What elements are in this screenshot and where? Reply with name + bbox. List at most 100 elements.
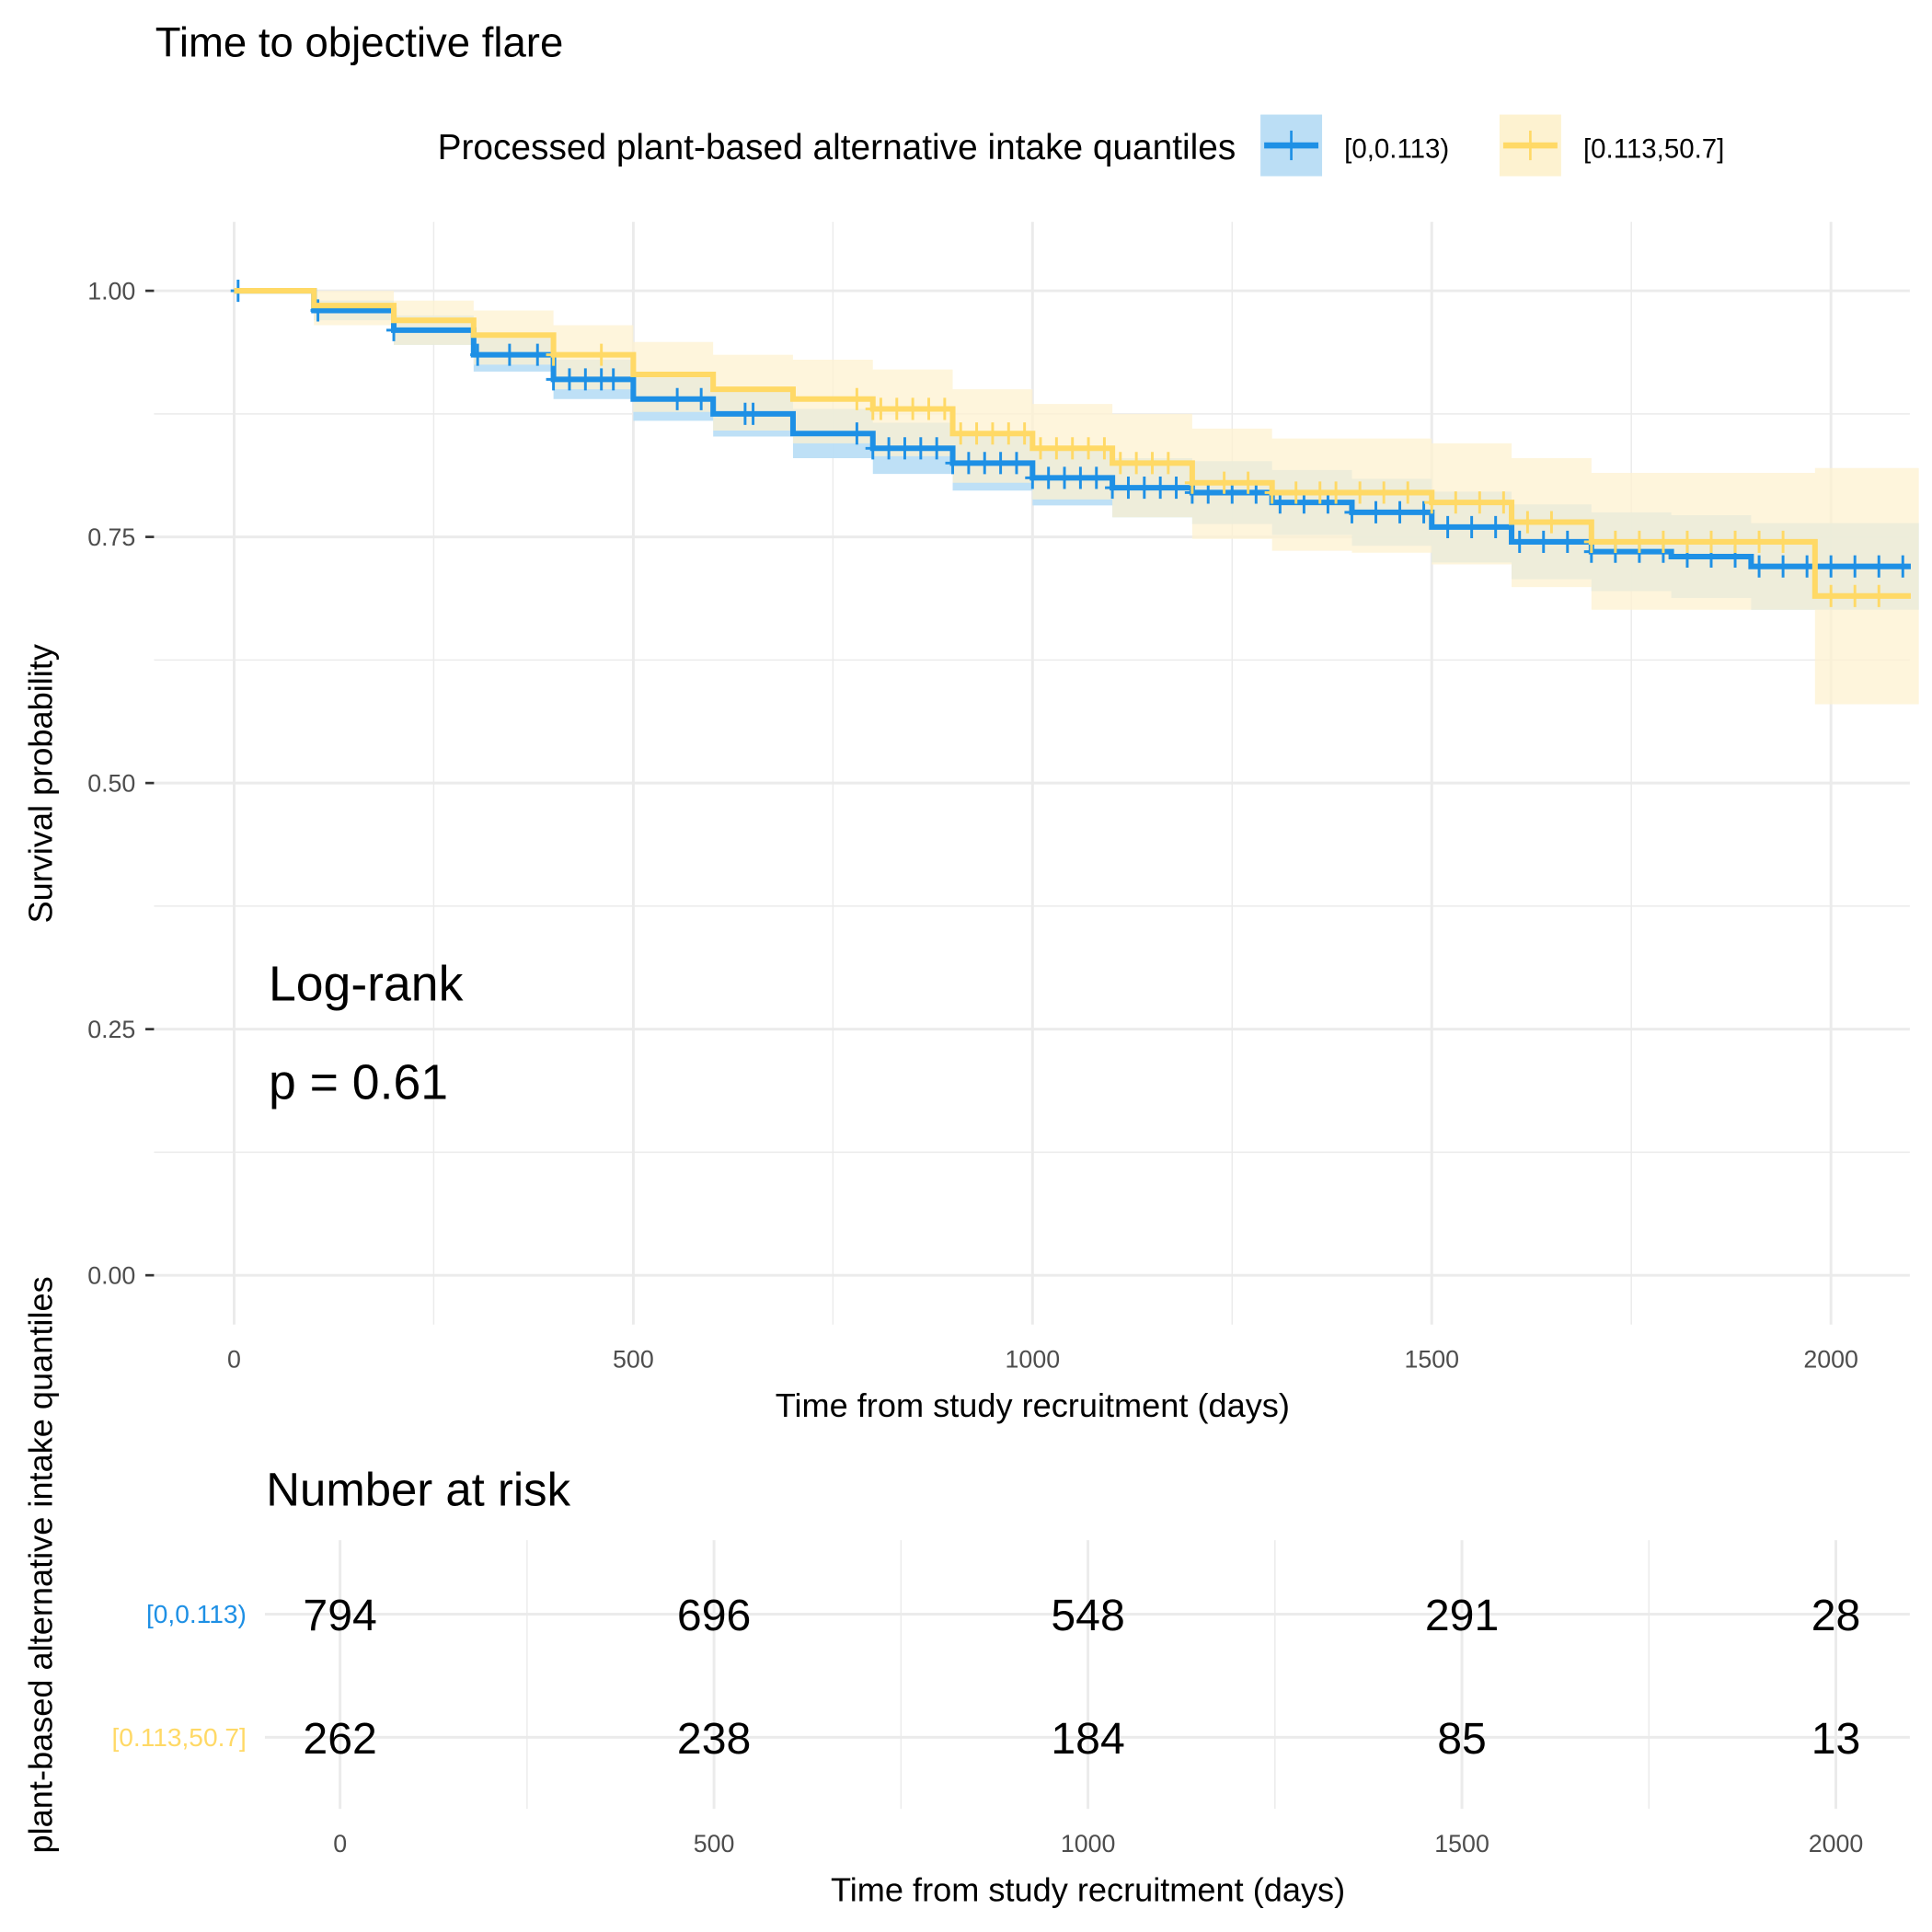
censor-mark: [1105, 477, 1121, 500]
censor-mark: [913, 437, 928, 460]
x-tick-label: 0: [227, 1346, 241, 1374]
censor-mark: [1288, 481, 1304, 504]
censor-mark: [1121, 477, 1136, 500]
censor-mark: [1472, 491, 1488, 514]
censor-mark: [1184, 471, 1200, 494]
censor-mark: [1312, 481, 1328, 504]
risk-y-axis-title: plant-based alternative intake quantiles: [21, 1276, 59, 1853]
risk-count: 291: [1425, 1591, 1499, 1640]
censor-mark: [1895, 555, 1911, 578]
censor-mark: [1847, 555, 1863, 578]
risk-x-tick-label: 1500: [1434, 1830, 1489, 1857]
censor-mark: [1583, 530, 1599, 553]
censor-mark: [530, 343, 546, 366]
censor-mark: [1823, 584, 1839, 607]
risk-x-tick-label: 0: [333, 1830, 347, 1857]
censor-mark: [1512, 530, 1527, 553]
x-tick-label: 2000: [1803, 1346, 1858, 1374]
censor-mark: [993, 452, 1008, 475]
censor-mark: [1488, 515, 1503, 538]
censor-mark: [1655, 530, 1671, 553]
censor-mark: [1017, 422, 1032, 445]
censor-mark: [897, 437, 913, 460]
censor-mark: [1776, 555, 1791, 578]
risk-count: 262: [303, 1714, 376, 1764]
logrank-label: Log-rank: [269, 958, 464, 1012]
p-value: p = 0.61: [269, 1056, 448, 1110]
censor-mark: [984, 422, 1000, 445]
risk-count: 85: [1437, 1714, 1487, 1764]
censor-mark: [1376, 481, 1392, 504]
risk-count: 184: [1051, 1714, 1124, 1764]
censor-mark: [1049, 437, 1064, 460]
risk-count: 548: [1051, 1591, 1124, 1640]
censor-mark: [921, 397, 937, 420]
risk-x-tick-label: 500: [694, 1830, 735, 1857]
x-tick-label: 1500: [1404, 1346, 1459, 1374]
censor-mark: [1727, 530, 1743, 553]
risk-table: [0,0.113) 794 696 548 291 28 [0.113,50.7] 262 23…: [111, 1540, 1910, 1857]
censor-mark: [1607, 530, 1623, 553]
censor-mark: [937, 397, 952, 420]
y-tick-label: 1.00: [87, 277, 135, 305]
censor-mark: [1328, 481, 1344, 504]
risk-count: 794: [303, 1591, 376, 1640]
censor-mark: [1559, 530, 1575, 553]
x-axis-title: Time from study recruitment (days): [776, 1386, 1290, 1424]
censor-mark: [1416, 500, 1432, 523]
censor-mark: [1535, 530, 1551, 553]
censor-mark: [1752, 555, 1767, 578]
censor-mark: [1352, 481, 1368, 504]
censor-mark: [1032, 437, 1049, 460]
censor-mark: [593, 343, 609, 366]
censor-mark: [1448, 491, 1464, 514]
risk-table-title: Number at risk: [266, 1464, 570, 1516]
censor-mark: [1025, 466, 1041, 489]
censor-mark: [1464, 515, 1479, 538]
risk-count: 238: [677, 1714, 751, 1764]
risk-x-tick-label: 2000: [1809, 1830, 1864, 1857]
censor-mark: [1679, 530, 1695, 553]
censor-mark: [546, 368, 561, 391]
risk-row-label: [0.113,50.7]: [111, 1723, 246, 1752]
censor-mark: [561, 368, 577, 391]
censor-mark: [1153, 477, 1168, 500]
censor-mark: [1264, 481, 1280, 504]
censor-mark: [1008, 452, 1024, 475]
censor-mark: [1400, 481, 1416, 504]
censor-mark: [1097, 437, 1112, 460]
y-tick-label: 0.75: [87, 523, 135, 551]
risk-count: 696: [677, 1591, 751, 1640]
censor-mark: [1544, 511, 1559, 534]
risk-x-axis-title: Time from study recruitment (days): [831, 1871, 1345, 1909]
censor-mark: [605, 368, 621, 391]
risk-x-tick-label: 1000: [1061, 1830, 1116, 1857]
legend-label-1: [0.113,50.7]: [1583, 133, 1724, 164]
censor-mark: [969, 422, 984, 445]
x-tick-label: 500: [613, 1346, 654, 1374]
censor-mark: [501, 343, 517, 366]
censor-mark: [1129, 452, 1144, 475]
censor-mark: [1136, 477, 1152, 500]
y-axis-title: Survival probability: [21, 644, 59, 923]
censor-mark: [470, 343, 486, 366]
censor-mark: [1520, 511, 1535, 534]
censor-mark: [1871, 584, 1887, 607]
censor-mark: [1073, 466, 1088, 489]
censor-mark: [977, 452, 993, 475]
censor-mark: [1168, 477, 1184, 500]
censor-mark: [578, 368, 593, 391]
censor-mark: [1144, 452, 1160, 475]
censor-mark: [1216, 471, 1232, 494]
y-tick-label: 0.25: [87, 1016, 135, 1043]
censor-mark: [1800, 555, 1815, 578]
chart-title: Time to objective flare: [155, 19, 564, 66]
censor-mark: [849, 387, 865, 410]
censor-mark: [745, 402, 761, 425]
censor-mark: [546, 343, 561, 366]
series-1: [234, 288, 1911, 607]
y-tick-label: 0.00: [87, 1262, 135, 1290]
censor-mark: [1752, 530, 1767, 553]
censor-mark: [889, 397, 904, 420]
